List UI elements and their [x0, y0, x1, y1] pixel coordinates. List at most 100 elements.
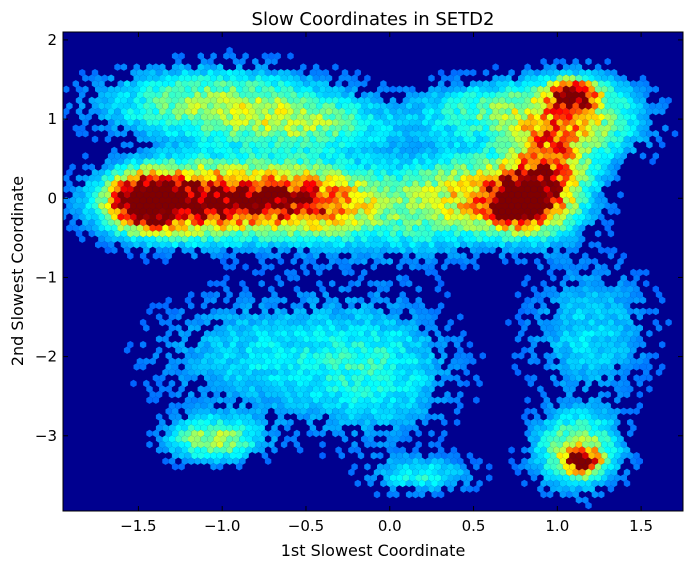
hexbin-cell	[354, 313, 361, 321]
hexbin-cell	[364, 463, 371, 471]
hexbin-cell	[601, 440, 608, 449]
hexbin-cell	[178, 174, 185, 182]
hexbin-cell	[277, 124, 285, 132]
hexbin-cell	[194, 424, 201, 432]
hexbin-cell	[194, 357, 201, 365]
hexbin-cell	[181, 157, 188, 166]
hexbin-cell	[284, 379, 291, 388]
hexbin-cell	[585, 346, 592, 354]
hexbin-cell	[351, 174, 358, 182]
hexbin-cell	[325, 196, 333, 205]
hexbin-cell	[550, 207, 557, 216]
hexbin-cell	[521, 224, 528, 232]
hexbin-cell	[486, 241, 493, 249]
hexbin-cell	[236, 241, 243, 249]
hexbin-cell	[188, 80, 195, 88]
hexbin-cell	[534, 313, 541, 321]
hexbin-cell	[171, 207, 179, 216]
hexbin-cell	[572, 113, 579, 121]
hexbin-cell	[412, 302, 419, 310]
hexbin-cell	[188, 390, 195, 399]
hexbin-cell	[264, 402, 272, 410]
hexbin-cell	[204, 352, 211, 360]
hexbin-cell	[585, 180, 592, 188]
hexbin-cell	[559, 279, 567, 288]
hexbin-cell	[405, 357, 413, 365]
hexbin-cell	[556, 463, 563, 471]
hexbin-cell	[85, 180, 92, 188]
hexbin-cell	[274, 252, 281, 260]
hexbin-cell	[165, 107, 172, 116]
hexbin-cell	[200, 457, 208, 465]
hexbin-cell	[460, 185, 467, 193]
hexbin-cell	[412, 424, 419, 432]
hexbin-cell	[296, 346, 304, 354]
hexbin-cell	[312, 185, 320, 193]
hexbin-cell	[312, 429, 320, 438]
hexbin-cell	[492, 152, 499, 160]
hexbin-cell	[476, 202, 483, 210]
hexbin-cell	[271, 368, 278, 377]
hexbin-cell	[479, 96, 486, 105]
hexbin-cell	[75, 107, 83, 116]
hexbin-cell	[220, 279, 227, 288]
hexbin-cell	[377, 252, 384, 260]
hexbin-cell	[380, 324, 387, 332]
hexbin-cell	[553, 146, 560, 155]
hexbin-cell	[534, 180, 541, 188]
hexbin-cell	[598, 313, 605, 321]
hexbin-cell	[258, 213, 265, 221]
hexbin-cell	[620, 440, 627, 449]
hexbin-cell	[598, 246, 605, 254]
hexbin-cell	[610, 468, 618, 476]
hexbin-cell	[569, 118, 576, 127]
hexbin-cell	[127, 230, 134, 238]
hexbin-cell	[540, 146, 547, 155]
hexbin-cell	[524, 174, 531, 182]
hexbin-cell	[639, 118, 647, 127]
hexbin-cell	[354, 335, 361, 343]
hexbin-cell	[614, 85, 621, 93]
hexbin-cell	[601, 174, 608, 182]
hexbin-cell	[588, 463, 595, 471]
hexbin-cell	[303, 146, 310, 155]
hexbin-cell	[527, 157, 534, 166]
hexbin-cell	[553, 80, 560, 88]
hexbin-cell	[511, 141, 518, 149]
hexbin-cell	[255, 96, 262, 105]
hexbin-cell	[463, 69, 470, 77]
hexbin-cell	[665, 318, 672, 327]
hexbin-cell	[290, 257, 297, 266]
hexbin-cell	[396, 207, 403, 216]
hexbin-cell	[290, 191, 297, 199]
hexbin-cell	[559, 257, 567, 266]
hexbin-cell	[133, 207, 140, 216]
hexbin-cell	[495, 146, 502, 155]
hexbin-cell	[216, 207, 224, 216]
hexbin-cell	[287, 85, 294, 93]
hexbin-cell	[546, 157, 554, 166]
hexbin-cell	[546, 424, 554, 432]
hexbin-cell	[486, 163, 493, 171]
hexbin-cell	[354, 113, 361, 121]
hexbin-cell	[383, 130, 390, 138]
hexbin-cell	[604, 113, 611, 121]
hexbin-cell	[537, 74, 544, 82]
hexbin-cell	[329, 379, 336, 388]
hexbin-cell	[258, 80, 265, 88]
hexbin-cell	[367, 424, 374, 432]
hexbin-cell	[319, 396, 326, 404]
hexbin-cell	[357, 96, 365, 105]
hexbin-cell	[393, 168, 400, 177]
hexbin-cell	[232, 302, 240, 310]
hexbin-cell	[518, 107, 525, 116]
hexbin-cell	[399, 279, 406, 288]
hexbin-cell	[511, 218, 518, 227]
hexbin-cell	[171, 341, 179, 349]
hexbin-cell	[441, 74, 448, 82]
hexbin-cell	[258, 268, 265, 277]
hexbin-cell	[450, 80, 458, 88]
hexbin-cell	[489, 168, 496, 177]
hexbin-cell	[386, 490, 393, 499]
hexbin-cell	[178, 429, 185, 438]
